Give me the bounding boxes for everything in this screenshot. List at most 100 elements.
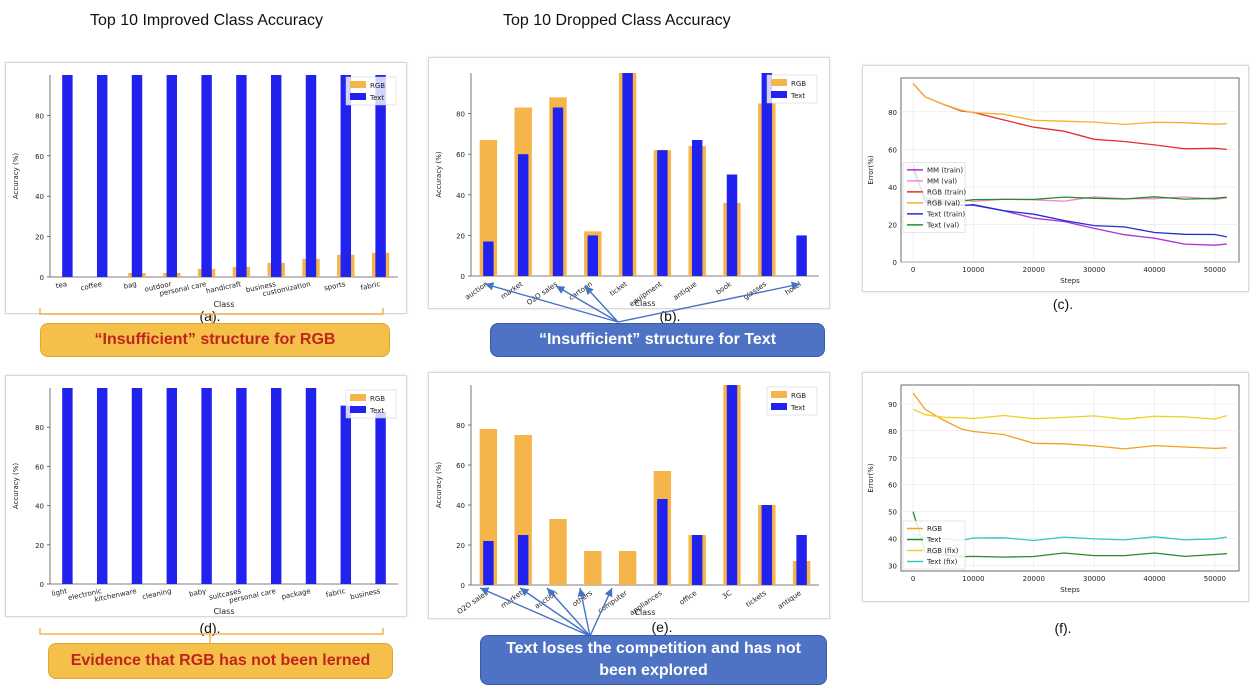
chart-f: 0 10000 20000 30000 40000 50000 30 40 50 60 70 80 90… [867, 384, 1240, 594]
plot-frame [900, 384, 1240, 572]
x-tick-label: 30000 [1083, 266, 1105, 274]
x-tick-label: computer [596, 589, 628, 615]
x-tick-label: 0 [911, 575, 915, 583]
y-tick-label: 60 [888, 482, 897, 490]
bar-rgb [549, 519, 567, 585]
x-tick-label: hotel [784, 280, 803, 297]
bar-text [761, 73, 773, 276]
caption-a: (a). [199, 308, 221, 324]
legend-label-text: Text [369, 94, 384, 102]
bar-text [340, 405, 352, 584]
legend-swatch-text [350, 93, 366, 100]
chart-c: 0 10000 20000 30000 40000 50000 0 20 40 60 80 Steps… [867, 77, 1240, 285]
bar-text [726, 385, 738, 585]
y-tick-label: 40 [35, 193, 44, 201]
legend-label-rgb: RGB [370, 395, 385, 403]
x-tick-label: 3C [721, 589, 733, 601]
x-tick-label: cartoon [567, 280, 594, 302]
legend-swatch-rgb [350, 81, 366, 88]
x-tick-label: package [281, 587, 312, 601]
x-axis-label: Steps [1060, 277, 1080, 285]
bar-text [236, 388, 247, 584]
x-axis-label: Class [213, 607, 234, 616]
y-tick-label: 90 [888, 401, 897, 409]
bar-text [375, 75, 386, 277]
y-axis-label: Accuracy (%) [435, 151, 443, 198]
x-tick-label: light [51, 587, 68, 598]
y-tick-label: 20 [35, 234, 44, 242]
bar-text [270, 388, 282, 584]
bar-text [201, 75, 212, 277]
bar-text [796, 535, 807, 585]
bar-text [201, 388, 212, 584]
bar-text [166, 388, 178, 584]
bar-text [131, 75, 143, 277]
legend-label: MM (train) [927, 166, 963, 174]
bar-text [375, 411, 386, 584]
chart-panel-d: 0 20 40 60 80 light electronic kitchenware clean… [5, 375, 407, 617]
y-tick-label: 0 [461, 582, 465, 590]
bar-text [761, 505, 773, 585]
y-axis-label: Accuracy (%) [12, 153, 20, 200]
y-tick-label: 80 [888, 428, 897, 436]
legend-label: RGB (val) [927, 199, 960, 207]
y-tick-label: 80 [456, 422, 465, 430]
y-tick-label: 60 [35, 153, 44, 161]
y-tick-label: 20 [888, 221, 897, 229]
x-tick-label: 50000 [1204, 575, 1226, 583]
bar-text [517, 535, 529, 585]
chart-panel-f: 0 10000 20000 30000 40000 50000 30 40 50 60 70 80 90… [862, 372, 1249, 602]
legend-label: RGB [927, 525, 942, 533]
bar-text [587, 235, 599, 276]
chart-panel-b: 0 20 40 60 80 auction market O2O sales cartoon ti… [428, 57, 830, 309]
y-tick-label: 30 [888, 563, 897, 571]
x-tick-label: 0 [911, 266, 915, 274]
bar-text [483, 541, 494, 585]
x-tick-label: market [499, 280, 524, 301]
bar-text [483, 241, 494, 276]
bar-text [236, 75, 247, 277]
bar-text [657, 499, 668, 585]
y-tick-label: 40 [456, 502, 465, 510]
chart-panel-c: 0 10000 20000 30000 40000 50000 0 20 40 60 80 Steps… [862, 65, 1249, 292]
x-tick-label: sports [323, 280, 346, 292]
y-tick-label: 60 [888, 146, 897, 154]
x-tick-label: 30000 [1083, 575, 1105, 583]
chart-e: 0 20 40 60 80 O2O sales market auction others com… [435, 385, 819, 617]
legend-box [345, 76, 397, 106]
x-tick-label: 20000 [1023, 575, 1045, 583]
bar-text [131, 388, 143, 584]
x-tick-label: tickets [744, 589, 768, 609]
x-tick-label: antique [776, 589, 802, 611]
legend-label-rgb: RGB [791, 80, 806, 88]
bar-text [340, 75, 352, 277]
y-tick-label: 80 [35, 112, 44, 120]
legend-swatch-rgb [350, 394, 366, 401]
bar-text [691, 139, 703, 276]
legend-label-text: Text [369, 407, 384, 415]
legend-swatch-text [771, 91, 787, 98]
x-tick-label: O2O sales [456, 589, 490, 616]
caption-f: (f). [1054, 620, 1072, 636]
x-axis-label: Steps [1060, 586, 1080, 594]
x-tick-label: cleaning [142, 587, 173, 601]
x-tick-label: market [499, 589, 524, 610]
legend-label: RGB (train) [927, 188, 966, 196]
bar-text [726, 174, 738, 276]
bar-rgb [584, 551, 602, 585]
y-axis-label: Accuracy (%) [435, 462, 443, 509]
heading-dropped: Top 10 Dropped Class Accuracy [503, 12, 731, 29]
x-tick-label: 20000 [1023, 266, 1045, 274]
x-tick-label: handicraft [205, 280, 242, 295]
x-axis-label: Class [634, 608, 655, 617]
y-axis-label: Accuracy (%) [12, 463, 20, 510]
y-tick-label: 40 [456, 192, 465, 200]
x-tick-label: baby [188, 587, 207, 598]
legend-box [902, 162, 966, 233]
bar-rgb [618, 551, 637, 585]
series-line [912, 408, 1228, 420]
x-tick-label: 10000 [962, 266, 984, 274]
chart-panel-e: 0 20 40 60 80 O2O sales market auction others com… [428, 372, 830, 619]
bar-text [305, 388, 317, 584]
